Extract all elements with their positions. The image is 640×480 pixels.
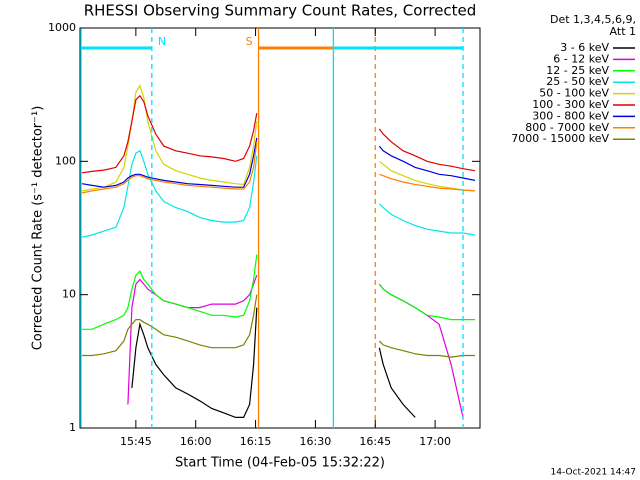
series-line <box>82 294 475 358</box>
legend-header: Det 1,3,4,5,6,9, <box>550 13 636 26</box>
interval-label: N <box>158 35 166 48</box>
series-line <box>81 141 476 194</box>
legend-label: 50 - 100 keV <box>539 87 609 100</box>
legend-label: 25 - 50 keV <box>546 75 609 88</box>
series-line <box>131 307 416 418</box>
footer-date: 14-Oct-2021 14:47 <box>551 468 636 478</box>
y-tick-label: 100 <box>55 154 76 167</box>
legend-label: 100 - 300 keV <box>532 98 609 111</box>
y-axis-label: Corrected Count Rate (s⁻¹ detector⁻¹) <box>31 106 46 351</box>
x-tick-label: 16:15 <box>240 435 272 448</box>
interval-label: S <box>246 35 253 48</box>
x-tick-label: 15:45 <box>120 435 152 448</box>
plot-area <box>80 28 476 428</box>
x-tick-label: 16:30 <box>300 435 332 448</box>
legend-label: 3 - 6 keV <box>560 41 609 54</box>
series-line <box>81 137 476 188</box>
legend-label: 300 - 800 keV <box>532 109 609 122</box>
y-tick-label: 1000 <box>48 21 76 34</box>
y-tick-label: 1 <box>69 421 76 434</box>
x-tick-label: 16:45 <box>359 435 391 448</box>
y-tick-label: 10 <box>62 288 76 301</box>
series-line <box>127 274 464 418</box>
x-tick-label: 16:00 <box>180 435 212 448</box>
plot-frame <box>79 27 481 429</box>
series-line <box>82 254 475 330</box>
x-tick-label: 17:00 <box>419 435 451 448</box>
x-axis-label: Start Time (04-Feb-05 15:32:22) <box>175 456 385 471</box>
legend-label: 7000 - 15000 keV <box>511 132 609 145</box>
series-line <box>81 94 476 174</box>
chart-title: RHESSI Observing Summary Count Rates, Co… <box>84 2 477 20</box>
legend-label: 12 - 25 keV <box>546 64 609 77</box>
legend-label: 6 - 12 keV <box>553 52 609 65</box>
legend-label: 800 - 7000 keV <box>525 121 609 134</box>
series-line <box>81 149 476 238</box>
legend-header: Att 1 <box>610 25 636 38</box>
